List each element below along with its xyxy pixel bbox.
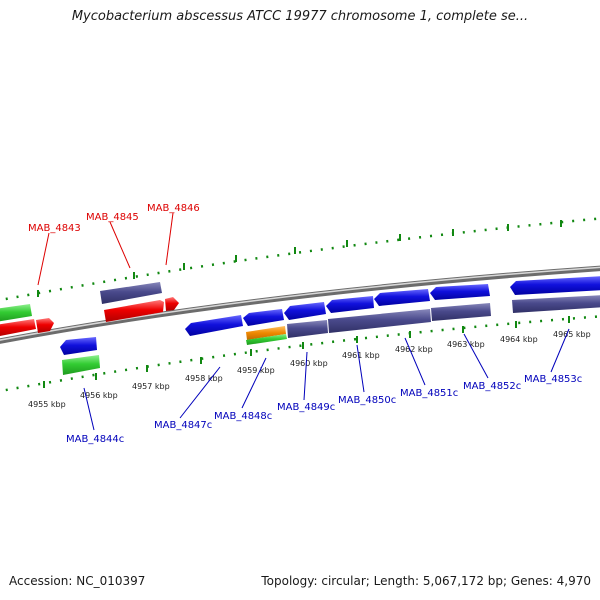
gene-arrow[interactable] [284, 302, 326, 320]
label-leader-line [179, 366, 221, 419]
label-leader-line [463, 333, 489, 379]
gene-arrow[interactable] [185, 315, 243, 336]
accession-text: Accession: NC_010397 [9, 574, 146, 588]
gene-arrow[interactable] [60, 337, 97, 355]
chromosome-backbone [0, 265, 600, 344]
gene-arrow[interactable] [36, 318, 54, 333]
label-leader-line [83, 387, 95, 431]
scale-label: 4960 kbp [290, 359, 328, 368]
scale-label: 4958 kbp [185, 374, 223, 383]
gene-label-reverse[interactable]: MAB_4851c [400, 388, 458, 399]
gene-block[interactable] [512, 295, 600, 313]
gene-label-forward[interactable]: MAB_4846 [147, 203, 200, 214]
chromosome-title: Mycobacterium abscessus ATCC 19977 chrom… [71, 9, 529, 24]
chromosome-backbone-highlight [0, 266, 600, 341]
label-leader-line [404, 337, 426, 386]
reverse-genes [60, 276, 600, 375]
scale-label: 4959 kbp [237, 366, 275, 375]
scale-label: 4965 kbp [553, 330, 591, 339]
gene-label-reverse[interactable]: MAB_4853c [524, 374, 582, 385]
gene-block[interactable] [328, 309, 431, 333]
gene-arrow[interactable] [430, 284, 490, 300]
label-leader-line [303, 351, 308, 401]
genome-info-text: Topology: circular; Length: 5,067,172 bp… [261, 574, 591, 588]
gene-arrow[interactable] [104, 300, 164, 322]
scale-label: 4955 kbp [28, 400, 66, 409]
label-leader-line [165, 212, 174, 266]
gene-label-reverse[interactable]: MAB_4850c [338, 395, 396, 406]
label-leader-line [550, 328, 570, 373]
gene-arrow[interactable] [0, 319, 36, 337]
label-leader-line [356, 344, 365, 393]
gene-block[interactable] [246, 334, 287, 345]
scale-label: 4956 kbp [80, 391, 118, 400]
gene-label-reverse[interactable]: MAB_4848c [214, 411, 272, 422]
reverse-major-ticks [43, 316, 570, 388]
gene-label-forward[interactable]: MAB_4845 [86, 212, 139, 223]
gene-label-forward[interactable]: MAB_4843 [28, 223, 81, 234]
gene-label-reverse[interactable]: MAB_4844c [66, 434, 124, 445]
scale-label: 4957 kbp [132, 382, 170, 391]
gene-arrow[interactable] [510, 276, 600, 295]
gene-arrow[interactable] [165, 297, 179, 311]
gene-label-reverse[interactable]: MAB_4847c [154, 420, 212, 431]
label-leader-line [241, 357, 267, 409]
forward-major-ticks [37, 220, 562, 297]
reverse-tick-line [0, 315, 600, 393]
gene-arrow[interactable] [326, 296, 374, 313]
gene-block[interactable] [0, 304, 32, 322]
label-leader-line [37, 232, 50, 286]
gene-label-reverse[interactable]: MAB_4852c [463, 381, 521, 392]
scale-label: 4961 kbp [342, 351, 380, 360]
scale-label: 4962 kbp [395, 345, 433, 354]
forward-tick-line [0, 217, 600, 302]
label-leader-line [109, 221, 131, 269]
forward-gene-labels [37, 212, 174, 286]
gene-block[interactable] [287, 320, 328, 338]
forward-genes [0, 282, 179, 337]
gene-block[interactable] [246, 326, 286, 340]
gene-block[interactable] [100, 282, 162, 304]
gene-arrow[interactable] [243, 309, 284, 326]
gene-arrow[interactable] [374, 289, 430, 306]
gene-label-reverse[interactable]: MAB_4849c [277, 402, 335, 413]
reverse-gene-labels [83, 328, 570, 431]
scale-label: 4963 kbp [447, 340, 485, 349]
gene-block[interactable] [62, 355, 100, 375]
gene-block[interactable] [431, 303, 491, 321]
scale-label: 4964 kbp [500, 335, 538, 344]
